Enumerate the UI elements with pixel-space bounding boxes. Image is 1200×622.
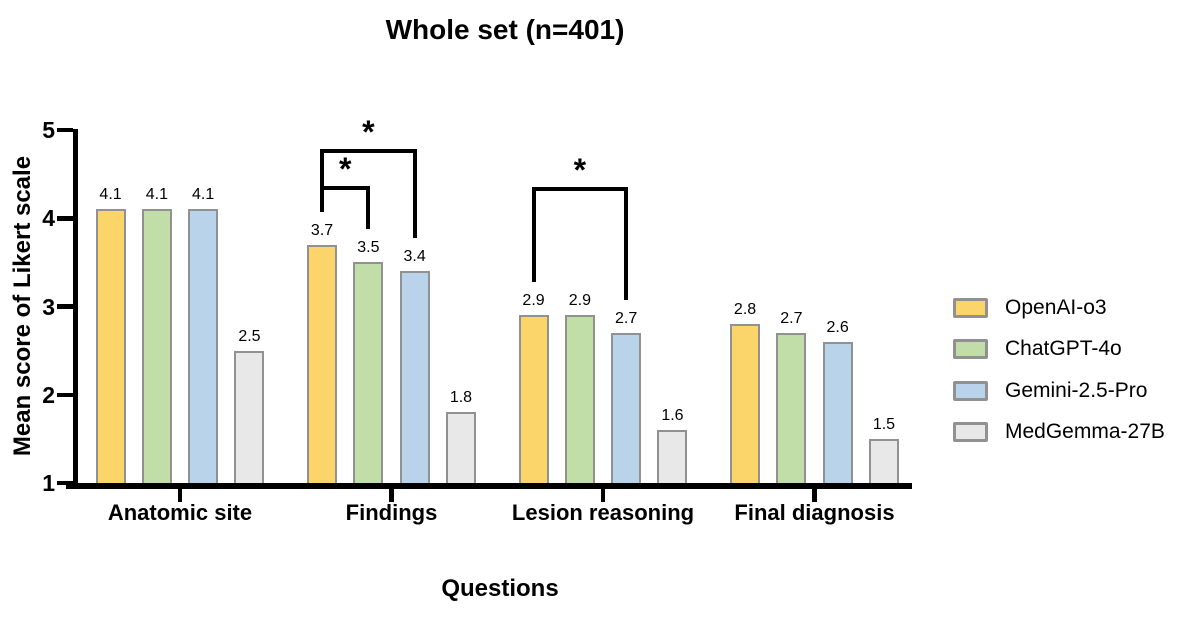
y-tick-label: 5 [42,117,55,143]
y-tick [57,480,73,486]
legend-item-OpenAI-o3: OpenAI-o3 [953,297,1107,319]
x-axis-title: Questions [441,575,559,602]
x-tick [177,489,183,502]
bar-value-label: 4.1 [192,186,215,204]
bar-MedGemma-27B-Lesion reasoning [657,430,688,485]
bar-value-label: 2.6 [826,318,849,336]
significance-bracket-line [320,186,371,191]
significance-bracket-line [624,187,629,300]
significance-asterisk: * [338,151,352,188]
x-category-label-Final diagnosis: Final diagnosis [734,500,895,525]
y-tick [57,304,73,309]
y-tick-label: 2 [42,381,55,408]
bar-value-label: 1.8 [449,389,473,407]
x-tick [812,489,817,502]
bar-value-label: 2.7 [615,309,638,327]
y-tick-label: 1 [42,470,55,496]
bar-value-label: 1.5 [872,415,896,433]
bar-OpenAI-o3-Final diagnosis [730,324,761,485]
bar-OpenAI-o3-Anatomic site [95,209,126,485]
legend-swatch-icon [953,339,988,360]
significance-bracket-line [531,187,629,192]
x-tick [600,489,606,502]
legend-swatch-icon [953,421,988,442]
y-axis-line [72,129,78,489]
x-tick [389,489,394,502]
chart-title: Whole set (n=401) [385,14,625,45]
x-category-label-Lesion reasoning: Lesion reasoning [511,500,695,525]
bar-Gemini-2.5-Pro-Findings [399,271,430,485]
legend-label: ChatGPT-4o [1005,337,1122,361]
bar-MedGemma-27B-Anatomic site [234,350,265,485]
significance-bracket-line [320,149,325,212]
bar-ChatGPT-4o-Lesion reasoning [564,315,595,485]
significance-bracket-line [320,149,417,154]
legend-label: MedGemma-27B [1005,419,1165,443]
y-tick [57,127,73,133]
legend-item-ChatGPT-4o: ChatGPT-4o [953,338,1122,360]
bar-ChatGPT-4o-Final diagnosis [776,332,807,485]
y-tick [57,392,73,398]
legend-swatch-icon [953,380,988,401]
x-axis-line [66,483,912,489]
bar-MedGemma-27B-Final diagnosis [868,438,899,485]
bar-value-label: 3.7 [310,221,334,239]
y-tick-label: 3 [42,293,55,320]
bar-value-label: 4.1 [145,186,168,204]
bar-ChatGPT-4o-Findings [353,262,384,485]
legend-item-MedGemma-27B: MedGemma-27B [953,419,1165,443]
significance-asterisk: * [362,114,375,151]
bar-value-label: 2.9 [522,292,545,310]
bar-value-label: 2.5 [238,327,261,345]
bar-value-label: 3.4 [403,248,426,266]
x-category-label-Findings: Findings [345,500,438,525]
y-tick-label: 4 [42,205,55,232]
bar-value-label: 1.6 [661,407,684,425]
bar-ChatGPT-4o-Anatomic site [141,209,172,485]
legend-swatch-icon [953,298,988,318]
significance-asterisk: * [573,152,587,189]
bar-value-label: 4.1 [99,186,122,204]
bar-Gemini-2.5-Pro-Lesion reasoning [611,332,642,485]
bar-Gemini-2.5-Pro-Final diagnosis [822,341,853,485]
y-tick [57,216,73,221]
legend-item-Gemini-2.5-Pro: Gemini-2.5-Pro [953,378,1148,402]
x-category-label-Anatomic site: Anatomic site [107,500,253,525]
bar-MedGemma-27B-Findings [445,412,476,485]
bar-Gemini-2.5-Pro-Anatomic site [188,209,219,485]
bar-value-label: 3.5 [357,239,380,257]
significance-bracket-line [366,186,371,230]
bar-OpenAI-o3-Findings [307,244,338,485]
legend-label: Gemini-2.5-Pro [1005,378,1148,402]
significance-bracket-line [412,149,417,239]
bar-value-label: 2.8 [733,301,757,319]
bar-value-label: 2.9 [568,292,591,310]
significance-bracket-line [531,187,536,283]
bar-OpenAI-o3-Lesion reasoning [518,315,549,485]
legend-label: OpenAI-o3 [1005,296,1107,319]
bar-value-label: 2.7 [780,309,803,327]
